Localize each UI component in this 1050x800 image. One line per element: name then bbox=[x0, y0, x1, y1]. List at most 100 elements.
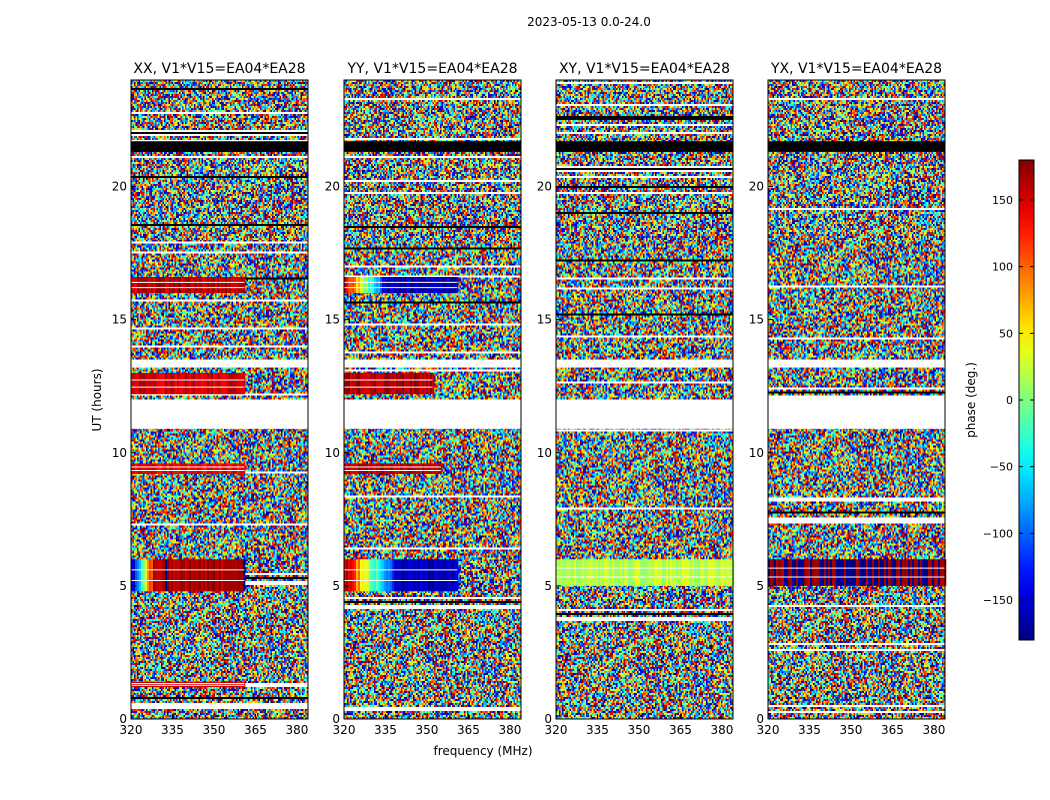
band-column bbox=[177, 277, 180, 293]
band-column bbox=[143, 277, 146, 293]
band-column bbox=[616, 559, 619, 586]
band-column bbox=[854, 559, 857, 586]
band-column bbox=[574, 559, 577, 586]
band-column bbox=[876, 559, 879, 586]
band-column bbox=[187, 559, 190, 592]
band-column bbox=[384, 559, 387, 592]
band-column bbox=[374, 463, 377, 474]
band-column bbox=[682, 559, 685, 586]
band-column bbox=[243, 277, 246, 293]
panels-group: XX, V1*V15=EA04*EA28 320 335 350 365 380 0 5 10 1… bbox=[112, 61, 947, 737]
band-column bbox=[394, 559, 397, 592]
band-column bbox=[418, 559, 421, 592]
y-tick-label: 15 bbox=[537, 313, 552, 327]
band-column bbox=[412, 463, 415, 474]
band-column bbox=[400, 277, 403, 293]
band-column bbox=[173, 372, 176, 395]
band-column bbox=[888, 559, 891, 586]
band-column bbox=[820, 559, 823, 586]
band-column bbox=[241, 559, 244, 592]
band-column bbox=[133, 372, 136, 395]
x-tick-label: 365 bbox=[669, 723, 692, 737]
band-column bbox=[686, 559, 689, 586]
band-column bbox=[217, 277, 220, 293]
band-column bbox=[434, 277, 437, 293]
band-column bbox=[205, 463, 208, 474]
panel-frame bbox=[343, 79, 522, 720]
band-column bbox=[145, 681, 148, 687]
band-column bbox=[147, 681, 150, 687]
band-column bbox=[724, 559, 727, 586]
band-column bbox=[834, 559, 837, 586]
band-column bbox=[155, 681, 158, 687]
band-column bbox=[598, 559, 601, 586]
band-column bbox=[145, 559, 148, 592]
band-column bbox=[199, 463, 202, 474]
band-column bbox=[354, 463, 357, 474]
band-column bbox=[420, 277, 423, 293]
band-column bbox=[436, 463, 439, 474]
band-column bbox=[430, 277, 433, 293]
band-column bbox=[346, 277, 349, 293]
band-column bbox=[432, 463, 435, 474]
band-column bbox=[692, 559, 695, 586]
band-column bbox=[914, 559, 917, 586]
band-column bbox=[416, 277, 419, 293]
band-column bbox=[356, 372, 359, 395]
band-column bbox=[392, 463, 395, 474]
band-column bbox=[620, 559, 623, 586]
band-column bbox=[233, 372, 236, 395]
band-column bbox=[235, 463, 238, 474]
band-column bbox=[802, 559, 805, 586]
x-tick-label: 335 bbox=[374, 723, 397, 737]
band-column bbox=[430, 559, 433, 592]
band-column bbox=[137, 372, 140, 395]
band-column bbox=[197, 277, 200, 293]
band-column bbox=[640, 559, 643, 586]
band-column bbox=[139, 559, 142, 592]
band-column bbox=[378, 559, 381, 592]
band-column bbox=[440, 559, 443, 592]
band-column bbox=[209, 681, 212, 687]
band-column bbox=[155, 277, 158, 293]
data-gap bbox=[131, 399, 308, 429]
band-column bbox=[768, 559, 771, 586]
band-column bbox=[448, 277, 451, 293]
band-column bbox=[171, 559, 174, 592]
band-column bbox=[424, 559, 427, 592]
band-column bbox=[181, 372, 184, 395]
band-column bbox=[193, 681, 196, 687]
band-column bbox=[818, 559, 821, 586]
x-tick-label: 350 bbox=[416, 723, 439, 737]
band-column bbox=[396, 559, 399, 592]
band-column bbox=[175, 372, 178, 395]
band-column bbox=[187, 277, 190, 293]
band-column bbox=[149, 559, 152, 592]
band-column bbox=[798, 559, 801, 586]
band-column bbox=[163, 277, 166, 293]
band-column bbox=[197, 559, 200, 592]
band-column bbox=[386, 559, 389, 592]
x-tick-label: 380 bbox=[498, 723, 521, 737]
band-column bbox=[185, 372, 188, 395]
band-column bbox=[882, 559, 885, 586]
band-column bbox=[360, 559, 363, 592]
x-tick-label: 380 bbox=[922, 723, 945, 737]
band-column bbox=[700, 559, 703, 586]
band-column bbox=[432, 277, 435, 293]
band-column bbox=[157, 372, 160, 395]
band-column bbox=[352, 463, 355, 474]
y-tick-label: 0 bbox=[332, 712, 340, 726]
band-column bbox=[650, 559, 653, 586]
band-column bbox=[241, 372, 244, 395]
band-column bbox=[153, 463, 156, 474]
band-column bbox=[776, 559, 779, 586]
band-column bbox=[161, 681, 164, 687]
x-tick-label: 335 bbox=[586, 723, 609, 737]
band-column bbox=[410, 463, 413, 474]
x-tick-label: 350 bbox=[840, 723, 863, 737]
band-column bbox=[175, 559, 178, 592]
band-column bbox=[608, 559, 611, 586]
x-tick-label: 365 bbox=[881, 723, 904, 737]
y-tick-label: 15 bbox=[749, 313, 764, 327]
